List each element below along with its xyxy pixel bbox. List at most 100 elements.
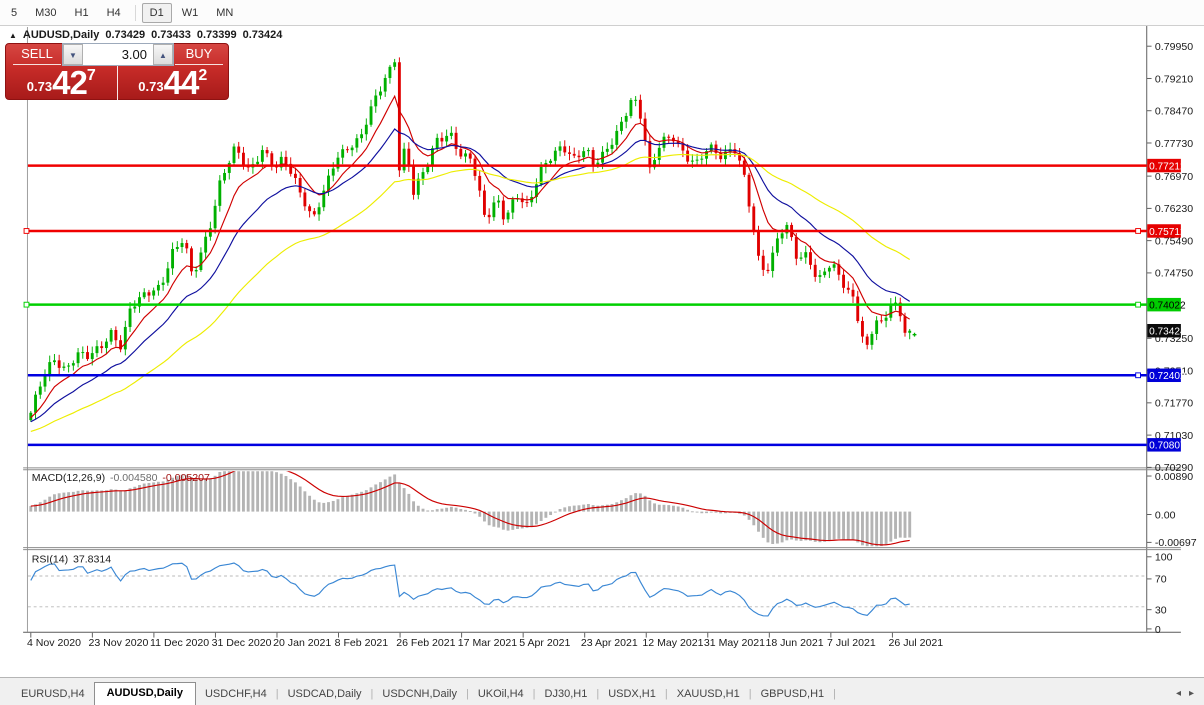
toolbar-separator xyxy=(134,4,136,21)
macd-axis-label: 0.00 xyxy=(1155,509,1176,521)
rsi-label: RSI(14) 37.8314 xyxy=(32,554,112,566)
buy-price-pip: 2 xyxy=(198,67,208,84)
ohlc-close: 0.73424 xyxy=(242,29,283,41)
tab-separator: | xyxy=(664,688,668,700)
buy-price-button[interactable]: 0.73 44 2 xyxy=(118,66,229,100)
tab-scroll-right-button[interactable]: ▸ xyxy=(1188,688,1194,699)
tab-separator: | xyxy=(833,688,836,700)
chart-tab-audusd[interactable]: AUDUSD,Daily xyxy=(93,682,196,705)
tab-separator: | xyxy=(465,688,469,700)
price-tag-0.77212: 0.77212 xyxy=(1149,161,1186,172)
date-axis-label: 8 Feb 2021 xyxy=(335,637,389,649)
price-axis-label: 0.75490 xyxy=(1155,235,1193,247)
price-axis-label: 0.79950 xyxy=(1155,41,1193,53)
date-axis-label: 23 Nov 2020 xyxy=(89,637,149,649)
chart-tab-eurusd[interactable]: EURUSD,H4 xyxy=(21,688,85,700)
sell-button[interactable]: SELL xyxy=(13,44,61,65)
chart-tab-bar: EURUSD,H4 AUDUSD,Daily USDCHF,H4 | USDCAD,Da… xyxy=(0,677,1204,705)
tab-separator: | xyxy=(532,688,536,700)
macd-axis-label: 0.00890 xyxy=(1155,471,1193,483)
macd-indicator xyxy=(29,471,912,547)
date-axis-label: 17 Mar 2021 xyxy=(458,637,517,649)
date-axis[interactable]: 4 Nov 2020 23 Nov 2020 11 Dec 2020 31 Dec 2… xyxy=(27,632,944,649)
date-axis-label: 7 Jul 2021 xyxy=(827,637,876,649)
ohlc-open: 0.73429 xyxy=(105,29,146,41)
price-axis-label: 0.74750 xyxy=(1155,268,1193,280)
timeframe-button-5[interactable]: 5 xyxy=(11,6,18,19)
ohlc-low: 0.73399 xyxy=(196,29,237,41)
tab-separator: | xyxy=(748,688,752,700)
chart-tab-usdx[interactable]: USDX,H1 xyxy=(608,688,656,700)
macd-label: MACD(12,26,9) -0.004580 -0.005207 xyxy=(32,472,210,484)
timeframe-button-h4[interactable]: H4 xyxy=(106,6,121,19)
chart-tab-gbpusd[interactable]: GBPUSD,H1 xyxy=(760,688,825,700)
price-tag-0.70807: 0.70807 xyxy=(1149,441,1186,452)
chart-tab-usdchf[interactable]: USDCHF,H4 xyxy=(204,688,267,700)
macd-axis-label: -0.00697 xyxy=(1155,537,1197,549)
timeframe-button-w1[interactable]: W1 xyxy=(181,6,199,19)
price-axis-label: 0.78470 xyxy=(1155,106,1193,118)
price-tag-0.75712: 0.75712 xyxy=(1149,227,1186,238)
tab-scroll-left-button[interactable]: ◂ xyxy=(1175,688,1181,699)
timeframe-button-mn[interactable]: MN xyxy=(216,6,234,19)
price-axis-label: 0.71770 xyxy=(1155,398,1193,410)
price-axis-label: 0.76970 xyxy=(1155,171,1193,183)
price-axis-label: 0.70290 xyxy=(1155,462,1193,474)
chart-tab-ukoil[interactable]: UKOil,H4 xyxy=(477,688,524,700)
timeframe-toolbar: 5 M30 H1 H4 D1 W1 MN xyxy=(0,0,1204,26)
price-axis-label: 0.76230 xyxy=(1155,203,1193,215)
rsi-axis-label: 100 xyxy=(1155,552,1173,564)
sell-price-main: 42 xyxy=(52,64,88,101)
price-axis-label: 0.77730 xyxy=(1155,138,1193,150)
chart-title: ▲ AUDUSD,Daily 0.73429 0.73433 0.73399 0… xyxy=(9,29,282,41)
date-axis-label: 18 Jun 2021 xyxy=(765,637,823,649)
chart-tab-dj30[interactable]: DJ30,H1 xyxy=(544,688,588,700)
date-axis-label: 11 Dec 2020 xyxy=(150,637,209,649)
collapse-panel-icon[interactable]: ▲ xyxy=(9,30,17,40)
price-axis-label: 0.79210 xyxy=(1155,73,1193,85)
timeframe-button-m30[interactable]: M30 xyxy=(35,6,57,19)
symbol-period-label: AUDUSD,Daily xyxy=(22,29,100,41)
horizontal-level-lines[interactable] xyxy=(23,164,1147,447)
price-tag-0.74022: 0.74022 xyxy=(1149,300,1186,311)
price-axis[interactable]: 0.79950 0.79210 0.78470 0.77730 0.76970 0.762… xyxy=(1146,41,1197,636)
sell-price-prefix: 0.73 xyxy=(26,79,53,94)
timeframe-button-d1[interactable]: D1 xyxy=(141,2,172,23)
chart-tab-usdcad[interactable]: USDCAD,Daily xyxy=(287,688,362,700)
date-axis-label: 5 Apr 2021 xyxy=(519,637,570,649)
volume-increase-button[interactable]: ▲ xyxy=(153,44,173,65)
date-axis-label: 31 May 2021 xyxy=(704,637,765,649)
volume-decrease-button[interactable]: ▼ xyxy=(63,44,83,65)
sell-price-button[interactable]: 0.73 42 7 xyxy=(6,66,118,100)
buy-price-prefix: 0.73 xyxy=(138,79,164,94)
rsi-axis-label: 30 xyxy=(1155,605,1167,617)
chart-tab-usdcnh[interactable]: USDCNH,Daily xyxy=(382,688,457,700)
tab-separator: | xyxy=(596,688,600,700)
date-axis-label: 31 Dec 2020 xyxy=(212,637,272,649)
volume-input[interactable] xyxy=(83,44,153,65)
price-tag-0.72402: 0.72402 xyxy=(1149,371,1186,382)
sell-price-pip: 7 xyxy=(86,67,96,84)
tab-separator: | xyxy=(370,688,374,700)
rsi-indicator xyxy=(30,562,910,617)
ohlc-high: 0.73433 xyxy=(151,29,191,41)
price-tag-0.73424: 0.73424 xyxy=(1149,327,1186,338)
date-axis-label: 4 Nov 2020 xyxy=(27,637,81,649)
chart-tab-xauusd[interactable]: XAUUSD,H1 xyxy=(676,688,740,700)
date-axis-label: 12 May 2021 xyxy=(642,637,703,649)
rsi-axis-label: 70 xyxy=(1155,574,1167,586)
chart-frame xyxy=(23,26,1181,633)
tab-separator: | xyxy=(275,688,279,700)
volume-control: ▼ ▲ xyxy=(62,43,174,66)
date-axis-label: 26 Jul 2021 xyxy=(889,637,944,649)
timeframe-button-h1[interactable]: H1 xyxy=(74,6,89,19)
rsi-axis-label: 0 xyxy=(1155,624,1161,636)
buy-button[interactable]: BUY xyxy=(175,44,223,65)
date-axis-label: 20 Jan 2021 xyxy=(273,637,331,649)
moving-averages xyxy=(30,94,911,432)
chart-canvas[interactable]: 0.79950 0.79210 0.78470 0.77730 0.76970 0.762… xyxy=(0,26,1204,677)
buy-price-main: 44 xyxy=(163,64,200,101)
date-axis-label: 23 Apr 2021 xyxy=(581,637,638,649)
